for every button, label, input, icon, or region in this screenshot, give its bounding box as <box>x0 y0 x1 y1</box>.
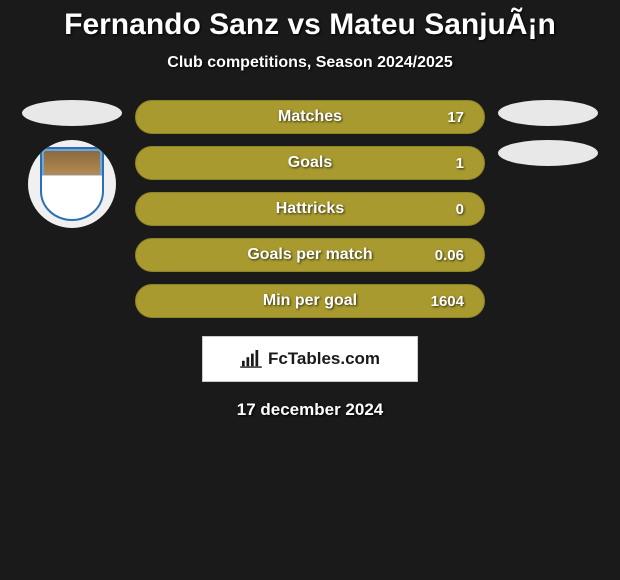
stat-label: Hattricks <box>276 200 344 218</box>
stat-value: 1604 <box>431 293 464 310</box>
stat-value: 0.06 <box>435 247 464 264</box>
stat-label: Goals <box>288 154 332 172</box>
brand-text: FcTables.com <box>268 349 380 369</box>
date-text: 17 december 2024 <box>0 400 620 420</box>
player-photo-placeholder-right-2 <box>498 140 598 166</box>
stat-row-hattricks: Hattricks 0 <box>135 192 485 226</box>
stat-row-goals-per-match: Goals per match 0.06 <box>135 238 485 272</box>
club-badge-left <box>28 140 116 228</box>
page-title: Fernando Sanz vs Mateu SanjuÃ¡n <box>0 8 620 42</box>
brand-attribution[interactable]: FcTables.com <box>202 336 418 382</box>
bar-chart-icon <box>240 350 262 368</box>
stat-row-min-per-goal: Min per goal 1604 <box>135 284 485 318</box>
stat-label: Min per goal <box>263 292 357 310</box>
stat-row-matches: Matches 17 <box>135 100 485 134</box>
stat-label: Matches <box>278 108 342 126</box>
stat-label: Goals per match <box>247 246 372 264</box>
subtitle: Club competitions, Season 2024/2025 <box>0 54 620 72</box>
right-column <box>493 100 603 166</box>
stat-value: 17 <box>447 109 464 126</box>
left-column <box>17 100 127 228</box>
player-photo-placeholder-left <box>22 100 122 126</box>
malaga-crest-icon <box>40 147 104 221</box>
comparison-widget: Fernando Sanz vs Mateu SanjuÃ¡n Club com… <box>0 0 620 420</box>
stat-value: 1 <box>456 155 464 172</box>
stat-row-goals: Goals 1 <box>135 146 485 180</box>
player-photo-placeholder-right-1 <box>498 100 598 126</box>
main-row: Matches 17 Goals 1 Hattricks 0 Goals per… <box>0 100 620 318</box>
stats-column: Matches 17 Goals 1 Hattricks 0 Goals per… <box>135 100 485 318</box>
stat-value: 0 <box>456 201 464 218</box>
